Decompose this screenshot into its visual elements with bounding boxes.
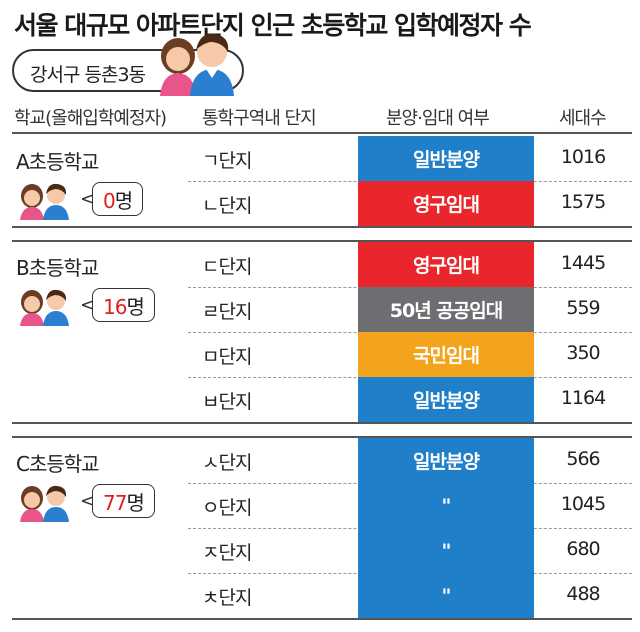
household-count: 1045 (560, 493, 606, 515)
household-count: 559 (566, 297, 600, 319)
header-units: 세대수 (559, 108, 607, 129)
complex-name: ㄹ단지 (202, 301, 252, 323)
children-illustration-icon (160, 33, 234, 96)
district-label: 강서구 등촌3동 (30, 64, 146, 86)
housing-type-cell: 50년 공공임대 (358, 287, 534, 332)
housing-type-cell: 영구임대 (358, 181, 534, 226)
student-count-value: 16 (103, 294, 127, 319)
household-count: 680 (566, 538, 600, 560)
household-count: 488 (566, 583, 600, 605)
housing-type-cell: 일반분양 (358, 136, 534, 181)
housing-type-cell: 영구임대 (358, 242, 534, 287)
school-bottom-divider (12, 226, 632, 228)
table-row: ㅁ단지 국민임대 350 (188, 332, 632, 378)
student-count-text: 77명 (103, 487, 145, 516)
table-row: ㄹ단지 50년 공공임대 559 (188, 287, 632, 333)
student-count-value: 77 (103, 490, 127, 515)
school-bottom-divider (12, 422, 632, 424)
table-row: ㅈ단지 " 680 (188, 528, 632, 574)
housing-type-cell: 일반분양 (358, 438, 534, 483)
student-count-bubble: 0명 (92, 182, 144, 216)
complex-name: ㄱ단지 (202, 150, 252, 172)
table-row: ㅊ단지 " 488 (188, 573, 632, 618)
complex-name: ㅁ단지 (202, 346, 252, 368)
housing-type-cell: 일반분양 (358, 377, 534, 422)
housing-type-cell: 국민임대 (358, 332, 534, 377)
household-count: 350 (566, 342, 600, 364)
table-row: ㅇ단지 " 1045 (188, 483, 632, 529)
student-count-value: 0 (103, 188, 116, 213)
school-name: C초등학교 (16, 452, 100, 476)
housing-type-cell: " (358, 528, 534, 573)
children-icon (20, 183, 69, 220)
school-block: B초등학교 16명 (12, 240, 632, 424)
chart-title: 서울 대규모 아파트단지 인근 초등학교 입학예정자 수 (14, 11, 532, 40)
header-type: 분양·임대 여부 (386, 108, 490, 129)
header-school: 학교(올해입학예정자) (14, 108, 167, 129)
school-name: B초등학교 (16, 256, 99, 280)
header-complex: 통학구역내 단지 (202, 108, 317, 129)
housing-type-cell: " (358, 483, 534, 528)
complex-name: ㅈ단지 (202, 542, 252, 564)
student-count-text: 16명 (103, 291, 145, 320)
student-count-unit: 명 (126, 294, 144, 319)
table-row: ㅂ단지 일반분양 1164 (188, 377, 632, 422)
table-row: ㄴ단지 영구임대 1575 (188, 181, 632, 226)
complex-name: ㄴ단지 (202, 195, 252, 217)
school-block: A초등학교 0명 (12, 134, 632, 228)
table-row: ㄷ단지 영구임대 1445 (188, 242, 632, 288)
student-count-bubble: 16명 (92, 288, 155, 322)
household-count: 1164 (560, 387, 606, 409)
school-bottom-divider (12, 618, 632, 620)
header-divider (12, 132, 632, 134)
student-count-unit: 명 (114, 188, 133, 213)
student-count-text: 0명 (103, 185, 133, 214)
student-count-unit: 명 (126, 490, 144, 515)
household-count: 1575 (560, 191, 606, 213)
children-icon (20, 485, 69, 522)
complex-name: ㅊ단지 (202, 587, 252, 609)
household-count: 1016 (560, 146, 606, 168)
school-block: C초등학교 77명 (12, 436, 632, 620)
children-icon (20, 289, 69, 326)
household-count: 566 (566, 448, 600, 470)
student-count-bubble: 77명 (92, 484, 155, 518)
complex-name: ㅂ단지 (202, 391, 252, 413)
school-top-divider (12, 436, 632, 438)
school-top-divider (12, 240, 632, 242)
school-name: A초등학교 (16, 150, 99, 174)
complex-name: ㅇ단지 (202, 497, 252, 519)
housing-type-cell: " (358, 573, 534, 618)
complex-name: ㄷ단지 (202, 256, 252, 278)
table-row: ㅅ단지 일반분양 566 (188, 438, 632, 484)
complex-name: ㅅ단지 (202, 452, 252, 474)
table-row: ㄱ단지 일반분양 1016 (188, 136, 632, 182)
table-header: 학교(올해입학예정자) 통학구역내 단지 분양·임대 여부 세대수 (0, 104, 640, 134)
household-count: 1445 (560, 252, 606, 274)
